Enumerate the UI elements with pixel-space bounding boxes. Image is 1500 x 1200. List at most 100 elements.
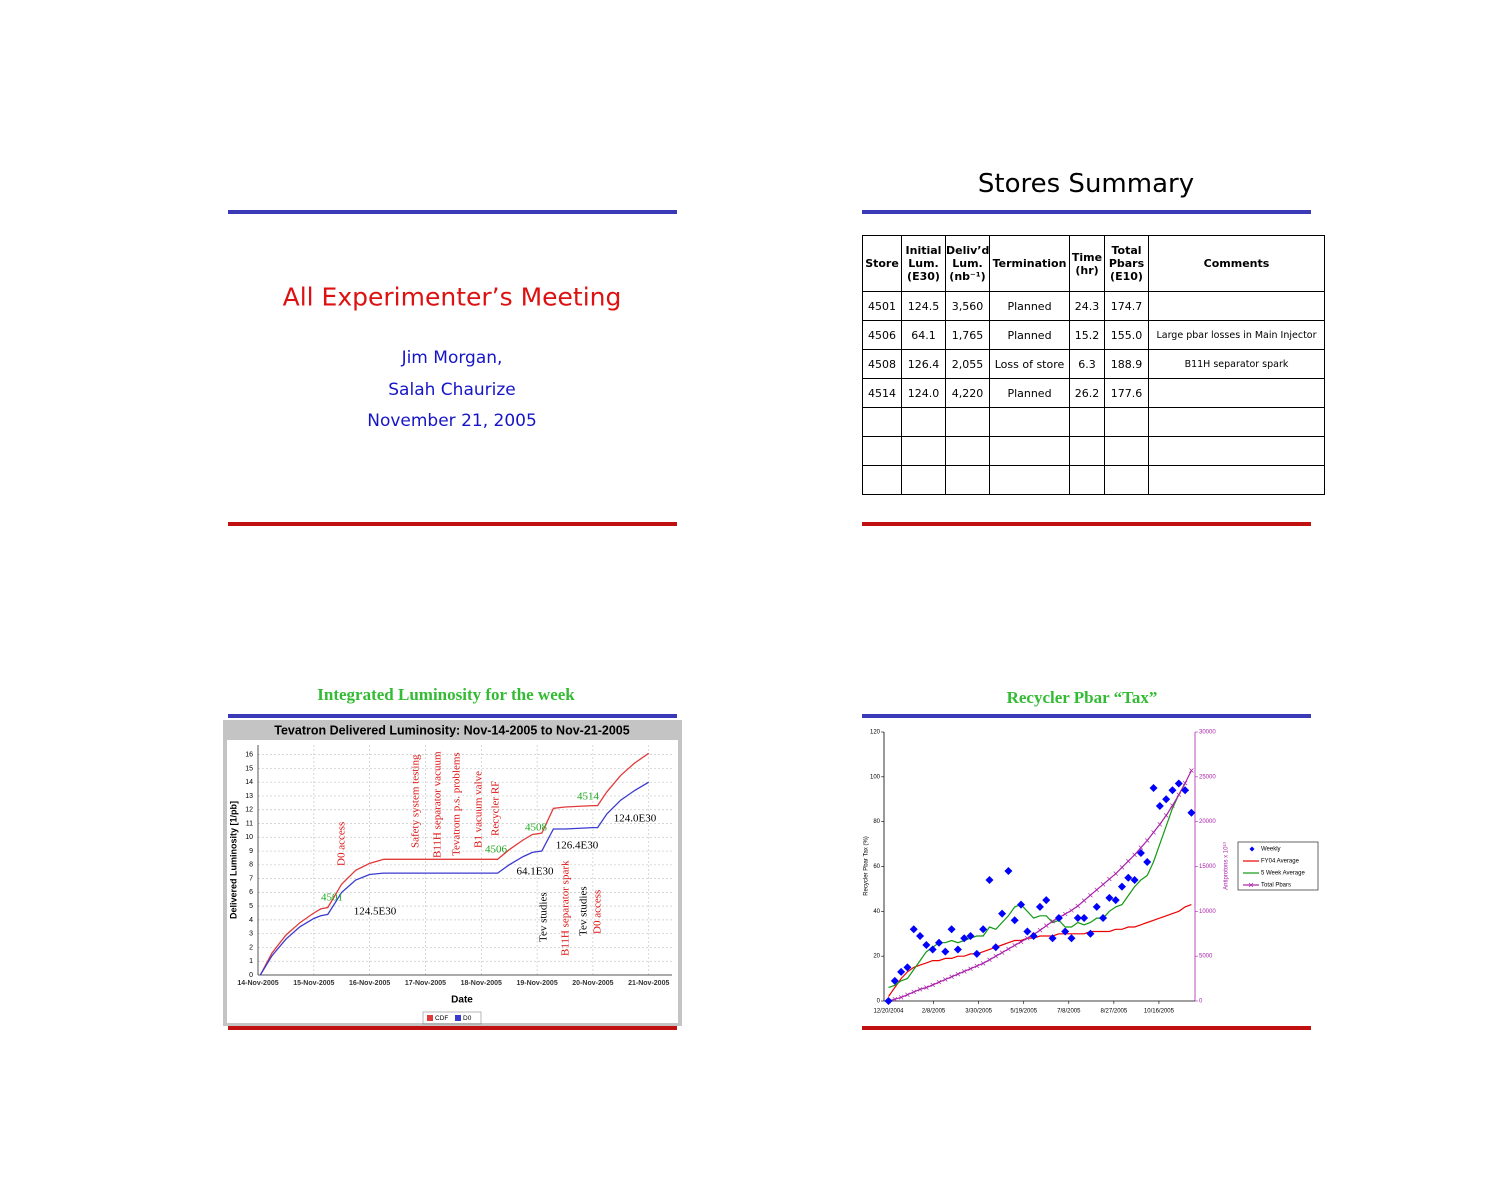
x-tick-label: 7/8/2005 — [1057, 1009, 1081, 1015]
y-tick-label: 0 — [877, 999, 881, 1005]
data-point — [1067, 934, 1076, 943]
table-row: 4501 124.5 3,560 Planned 24.3 174.7 — [862, 291, 1325, 321]
data-point — [922, 940, 931, 949]
data-marker — [1132, 852, 1137, 858]
data-point — [897, 967, 906, 976]
y-tick-label: 2 — [249, 944, 253, 951]
data-point — [1004, 866, 1013, 875]
legend-marker — [1248, 882, 1254, 888]
data-point — [972, 949, 981, 958]
annotation: 124.5E30 — [354, 906, 397, 918]
empty-cell — [945, 407, 990, 437]
data-marker — [1189, 768, 1194, 773]
data-point — [966, 931, 975, 940]
empty-cell — [1104, 465, 1149, 495]
data-marker — [930, 982, 935, 988]
data-point — [1029, 931, 1038, 940]
column-header: Total Pbars (E10) — [1104, 235, 1149, 292]
data-marker — [1144, 838, 1150, 843]
column-header: Comments — [1148, 235, 1325, 292]
data-point — [979, 925, 988, 934]
slide-title: All Experimenter’s Meeting — [282, 282, 622, 312]
x-tick-label: 2/8/2005 — [922, 1009, 946, 1015]
x-tick-label: 19-Nov-2005 — [516, 980, 557, 987]
data-marker — [1107, 876, 1112, 882]
data-marker — [1018, 939, 1024, 945]
y2-axis-label: Antiprotons x 10¹⁰ — [1223, 842, 1230, 890]
data-point — [953, 945, 962, 954]
y-tick-label: 40 — [873, 909, 880, 915]
data-marker — [1062, 911, 1068, 917]
data-marker — [955, 971, 961, 977]
data-marker — [1113, 871, 1118, 876]
data-point — [1105, 893, 1114, 902]
empty-cell — [1104, 436, 1149, 466]
table-cell: 64.1 — [901, 320, 946, 350]
table-body: 4501 124.5 3,560 Planned 24.3 174.7 4506 64.1 1,… — [862, 291, 1325, 495]
data-marker — [1025, 935, 1030, 941]
empty-cell — [989, 465, 1070, 495]
header-row: Store Initial Lum. (E30) Deliv’d Lum. (nb⁻… — [862, 235, 1325, 292]
x-tick-label: 8/27/2005 — [1101, 1009, 1128, 1015]
data-point — [916, 931, 925, 940]
data-point — [890, 976, 899, 985]
data-marker — [917, 987, 923, 992]
data-point — [1168, 786, 1177, 795]
column-header: Store — [862, 235, 902, 292]
legend-label: FY04 Average — [1261, 859, 1300, 865]
legend-swatch — [427, 1015, 433, 1021]
data-marker — [999, 950, 1005, 955]
data-marker — [1176, 792, 1182, 798]
empty-row — [862, 436, 1325, 466]
data-marker — [1075, 903, 1081, 909]
y-tick-label: 100 — [870, 774, 881, 780]
author: Jim Morgan, — [401, 348, 503, 368]
y-tick-label: 14 — [245, 779, 253, 786]
y-tick-label: 20 — [873, 954, 880, 960]
x-tick-label: 12/20/2004 — [873, 1009, 904, 1015]
legend-label: CDF — [435, 1015, 448, 1022]
data-marker — [949, 974, 954, 980]
empty-cell — [1148, 407, 1325, 437]
y-tick-label: 4 — [249, 917, 253, 924]
y-tick-label: 5 — [249, 903, 253, 910]
legend-swatch — [455, 1015, 461, 1021]
data-marker — [1138, 845, 1144, 850]
table-cell — [1148, 291, 1325, 321]
table-cell: 126.4 — [901, 349, 946, 379]
y-tick-label: 9 — [249, 848, 253, 855]
y-axis-label: Recycler Pbar Tax (%) — [864, 836, 870, 896]
y2-tick-label: 5000 — [1199, 954, 1213, 960]
annotation: B1 vacuum valve — [473, 771, 485, 848]
table-cell: Large pbar losses in Main Injector — [1148, 320, 1325, 350]
data-point — [903, 963, 912, 972]
y2-tick-label: 30000 — [1199, 730, 1216, 736]
empty-cell — [901, 465, 946, 495]
data-point — [1149, 784, 1158, 793]
x-tick-label: 20-Nov-2005 — [572, 980, 613, 987]
table-cell: B11H separator spark — [1148, 349, 1325, 379]
empty-cell — [1148, 436, 1325, 466]
empty-row — [862, 407, 1325, 437]
table-cell: 24.3 — [1069, 291, 1105, 321]
annotation: 126.4E30 — [556, 840, 599, 852]
empty-cell — [1069, 465, 1105, 495]
y2-tick-label: 25000 — [1199, 774, 1216, 780]
table-cell: 4514 — [862, 378, 902, 408]
data-point — [1023, 927, 1032, 936]
data-point — [1086, 929, 1095, 938]
chart-panel — [227, 740, 678, 1023]
data-line — [888, 770, 1192, 1002]
x-tick-label: 18-Nov-2005 — [461, 980, 502, 987]
slide-title: Stores Summary — [977, 169, 1195, 199]
x-tick-label: 15-Nov-2005 — [293, 980, 334, 987]
stores-table: Store Initial Lum. (E30) Deliv’d Lum. (nb⁻… — [862, 235, 1325, 495]
data-marker — [968, 966, 973, 971]
y-tick-label: 11 — [246, 820, 253, 827]
data-marker — [892, 996, 898, 1002]
data-marker — [1044, 923, 1049, 928]
data-marker — [1006, 946, 1011, 952]
y-tick-label: 120 — [870, 730, 881, 736]
y-tick-label: 3 — [249, 931, 253, 938]
y-tick-label: 0 — [249, 972, 253, 979]
